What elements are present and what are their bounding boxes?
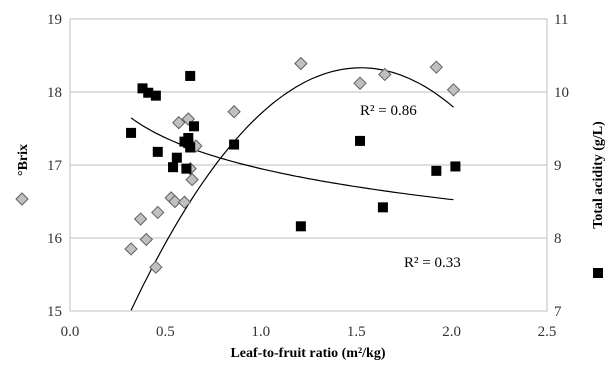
brix-data-point: [378, 67, 392, 82]
brix-data-point: [227, 105, 241, 119]
left-axis-ticks: 15 16 17 18 19: [47, 12, 63, 320]
x-tick-label: 0.5: [156, 324, 175, 340]
x-tick-label: 1.0: [251, 324, 270, 340]
acidity-data-point: [183, 132, 194, 143]
acidity-data-point: [295, 221, 306, 232]
acidity-data-point: [152, 146, 163, 157]
right-tick-label: 8: [554, 231, 562, 247]
acidity-data-point: [431, 165, 442, 176]
data-markers: [124, 56, 461, 274]
x-axis-title: Leaf-to-fruit ratio (m²/kg): [230, 346, 385, 361]
acidity-data-point: [137, 83, 148, 94]
acidity-data-point: [450, 161, 461, 172]
brix-data-point: [353, 76, 367, 90]
right-tick-label: 9: [554, 158, 562, 174]
right-tick-label: 7: [554, 304, 562, 320]
brix-data-point: [177, 195, 192, 209]
acidity-data-point: [171, 152, 182, 163]
left-tick-label: 19: [47, 12, 62, 28]
left-legend-diamond-icon: [15, 192, 29, 206]
brix-data-point: [168, 194, 182, 209]
acidity-data-point: [168, 162, 179, 173]
left-tick-label: 16: [47, 231, 63, 247]
acidity-data-point: [185, 142, 196, 153]
left-tick-label: 15: [47, 304, 62, 320]
x-tick-label: 2.5: [538, 324, 557, 340]
x-tick-label: 1.5: [347, 324, 366, 340]
acidity-data-point: [189, 121, 200, 132]
plot-area-frame: [69, 18, 548, 312]
x-tick-label: 0.0: [61, 324, 80, 340]
acidity-data-point: [150, 90, 161, 101]
right-tick-label: 10: [554, 85, 569, 101]
right-tick-label: 11: [554, 12, 568, 28]
brix-data-point: [124, 242, 138, 256]
brix-trendline: [130, 67, 454, 311]
brix-data-point: [185, 172, 199, 187]
right-axis-ticks: 7 8 9 10 11: [554, 12, 569, 320]
brix-data-point: [429, 60, 444, 74]
left-tick-label: 17: [47, 158, 63, 174]
r-squared-labels: R² = 0.86 R² = 0.33: [360, 103, 461, 271]
acidity-data-point: [229, 139, 240, 150]
brix-data-point: [151, 205, 165, 220]
brix-data-point: [294, 56, 308, 71]
brix-data-point: [149, 260, 163, 274]
acidity-r-squared-label: R² = 0.33: [404, 255, 461, 271]
right-axis-title-group: Total acidity (g/L): [591, 121, 606, 278]
left-axis-title: °Brix: [16, 144, 31, 176]
x-tick-label: 2.0: [442, 324, 461, 340]
brix-data-point: [139, 232, 154, 247]
right-axis-title: Total acidity (g/L): [591, 121, 606, 229]
acidity-data-point: [181, 163, 192, 174]
brix-data-point: [133, 212, 148, 226]
brix-r-squared-label: R² = 0.86: [360, 103, 417, 119]
brix-data-point: [172, 115, 186, 130]
left-axis-title-group: °Brix: [15, 144, 31, 206]
acidity-data-point: [126, 127, 137, 138]
acidity-data-point: [185, 70, 196, 81]
x-axis-ticks: 0.0 0.5 1.0 1.5 2.0 2.5: [61, 324, 557, 340]
acidity-data-point: [143, 87, 154, 98]
right-legend-square-icon: [593, 268, 603, 278]
acidity-data-point: [377, 202, 388, 213]
left-tick-label: 18: [47, 85, 62, 101]
acidity-data-point: [355, 135, 366, 146]
brix-data-point: [446, 83, 461, 97]
